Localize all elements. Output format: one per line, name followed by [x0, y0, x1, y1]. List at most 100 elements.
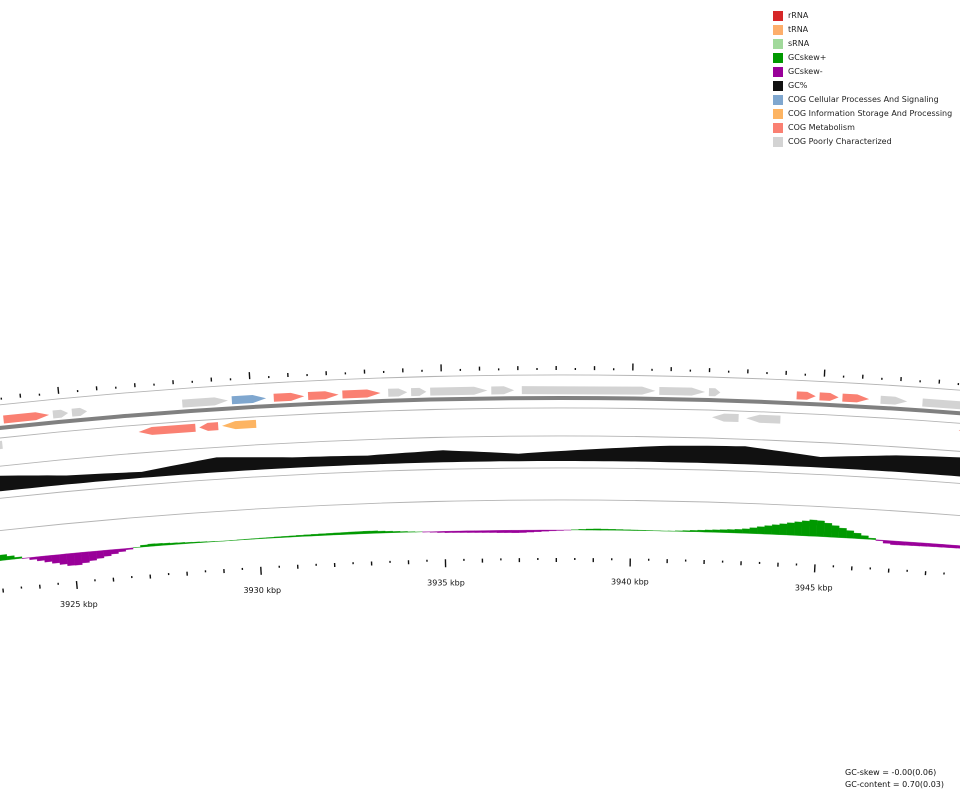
gc-skew-negative-bar — [533, 529, 542, 532]
legend-swatch — [773, 53, 783, 63]
gc-skew-positive-bar — [712, 529, 721, 533]
gc-skew-positive-bar — [630, 529, 639, 531]
gene-arrow — [307, 391, 339, 401]
tick-label: 3925 kbp — [60, 600, 98, 609]
legend-swatch — [773, 25, 783, 35]
gene-arrow — [922, 398, 960, 410]
gc-skew-positive-bar — [6, 555, 15, 561]
gc-skew-negative-bar — [51, 554, 60, 564]
gene-arrow — [0, 440, 3, 450]
gc-skew-positive-bar — [206, 541, 215, 543]
gc-skew-positive-bar — [600, 528, 609, 531]
gc-skew-positive-bar — [756, 526, 765, 535]
gc-skew-positive-bar — [347, 531, 356, 535]
gc-skew-positive-bar — [221, 540, 230, 542]
gc-skew-positive-bar — [816, 520, 825, 537]
gc-skew-negative-bar — [459, 530, 468, 533]
gc-skew-positive-bar — [771, 524, 780, 535]
gc-skew-negative-bar — [927, 543, 936, 548]
legend-swatch — [773, 123, 783, 133]
legend-label: COG Poorly Characterized — [788, 137, 892, 146]
tick-label: 3945 kbp — [795, 583, 833, 592]
gc-skew-positive-bar — [355, 531, 364, 535]
legend-label: COG Cellular Processes And Signaling — [788, 95, 939, 104]
gc-skew-positive-bar — [845, 530, 855, 539]
legend: rRNA tRNA sRNA GCskew+ GCskew- GC% COG Cellula… — [773, 9, 952, 149]
gc-skew-negative-bar — [66, 552, 76, 566]
gc-skew-negative-bar — [466, 530, 475, 533]
gc-skew-negative-bar — [444, 530, 453, 533]
legend-item: sRNA — [773, 37, 952, 51]
tick-label: 3940 kbp — [611, 578, 649, 587]
gc-skew-positive-bar — [407, 531, 416, 533]
gc-skew-positive-bar — [593, 528, 602, 531]
gc-skew-positive-bar — [838, 527, 847, 539]
gc-skew-positive-bar — [741, 528, 750, 534]
legend-item: COG Poorly Characterized — [773, 135, 952, 149]
track-guide-line — [0, 407, 960, 439]
gc-skew-positive-bar — [132, 546, 141, 548]
gene-arrow — [796, 391, 816, 400]
gc-skew-positive-bar — [585, 528, 594, 531]
gc-skew-positive-bar — [831, 525, 840, 538]
legend-label: COG Metabolism — [788, 123, 855, 132]
gc-skew-positive-bar — [764, 525, 773, 535]
gc-skew-positive-bar — [147, 543, 156, 547]
gc-skew-positive-bar — [303, 534, 312, 537]
gc-skew-positive-bar — [615, 529, 624, 531]
gc-skew-positive-bar — [229, 539, 237, 541]
gc-skew-positive-bar — [779, 523, 788, 536]
gc-skew-negative-bar — [95, 550, 105, 559]
gene-arrow — [708, 388, 721, 397]
gc-skew-negative-bar — [526, 529, 535, 533]
gc-content-area — [0, 445, 960, 492]
gc-skew-negative-bar — [518, 529, 527, 533]
gc-skew-negative-bar — [934, 543, 943, 548]
gc-skew-positive-bar — [244, 538, 252, 540]
gc-skew-positive-bar — [251, 538, 260, 540]
legend-item: GCskew+ — [773, 51, 952, 65]
track-guide-line — [0, 499, 960, 532]
legend-label: tRNA — [788, 25, 809, 34]
gc-skew-positive-bar — [749, 527, 758, 534]
track-guide-line — [0, 435, 960, 467]
stats-panel: GC-skew = -0.00(0.06) GC-content = 0.70(… — [845, 767, 944, 791]
legend-item: COG Metabolism — [773, 121, 952, 135]
gc-skew-negative-bar — [875, 539, 884, 542]
gc-skew-negative-bar — [474, 530, 483, 533]
gene-arrow — [746, 414, 781, 424]
gc-skew-negative-bar — [897, 541, 906, 546]
gc-skew-positive-bar — [786, 522, 795, 536]
legend-swatch — [773, 11, 783, 21]
gene-arrow — [52, 409, 69, 419]
gene-arrow — [3, 412, 50, 424]
gene-arrow — [71, 407, 88, 417]
legend-swatch — [773, 81, 783, 91]
legend-label: rRNA — [788, 11, 809, 20]
gene-arrow — [659, 386, 706, 396]
gc-skew-positive-bar — [340, 532, 349, 535]
legend-item: COG Cellular Processes And Signaling — [773, 93, 952, 107]
gc-skew-positive-bar — [362, 530, 371, 534]
legend-label: GCskew- — [788, 67, 823, 76]
gc-skew-negative-bar — [949, 544, 958, 549]
gc-skew-positive-bar — [318, 533, 327, 536]
gc-skew-positive-bar — [154, 543, 163, 547]
gene-arrow — [221, 419, 257, 430]
gc-skew-negative-bar — [548, 529, 557, 532]
gc-skew-positive-bar — [392, 531, 401, 533]
gc-skew-negative-bar — [541, 529, 550, 532]
gene-arrow — [388, 388, 408, 397]
gc-skew-positive-bar — [370, 530, 379, 534]
gc-skew-positive-bar — [14, 556, 23, 560]
gc-skew-negative-bar — [103, 549, 112, 557]
gc-skew-negative-bar — [118, 548, 127, 553]
gc-skew-positive-bar — [192, 541, 200, 544]
legend-item: rRNA — [773, 9, 952, 23]
gc-skew-positive-bar — [288, 535, 297, 538]
legend-item: COG Information Storage And Processing — [773, 107, 952, 121]
gc-skew-negative-bar — [452, 530, 460, 533]
gc-skew-negative-bar — [429, 531, 438, 533]
gc-skew-negative-bar — [36, 555, 45, 562]
